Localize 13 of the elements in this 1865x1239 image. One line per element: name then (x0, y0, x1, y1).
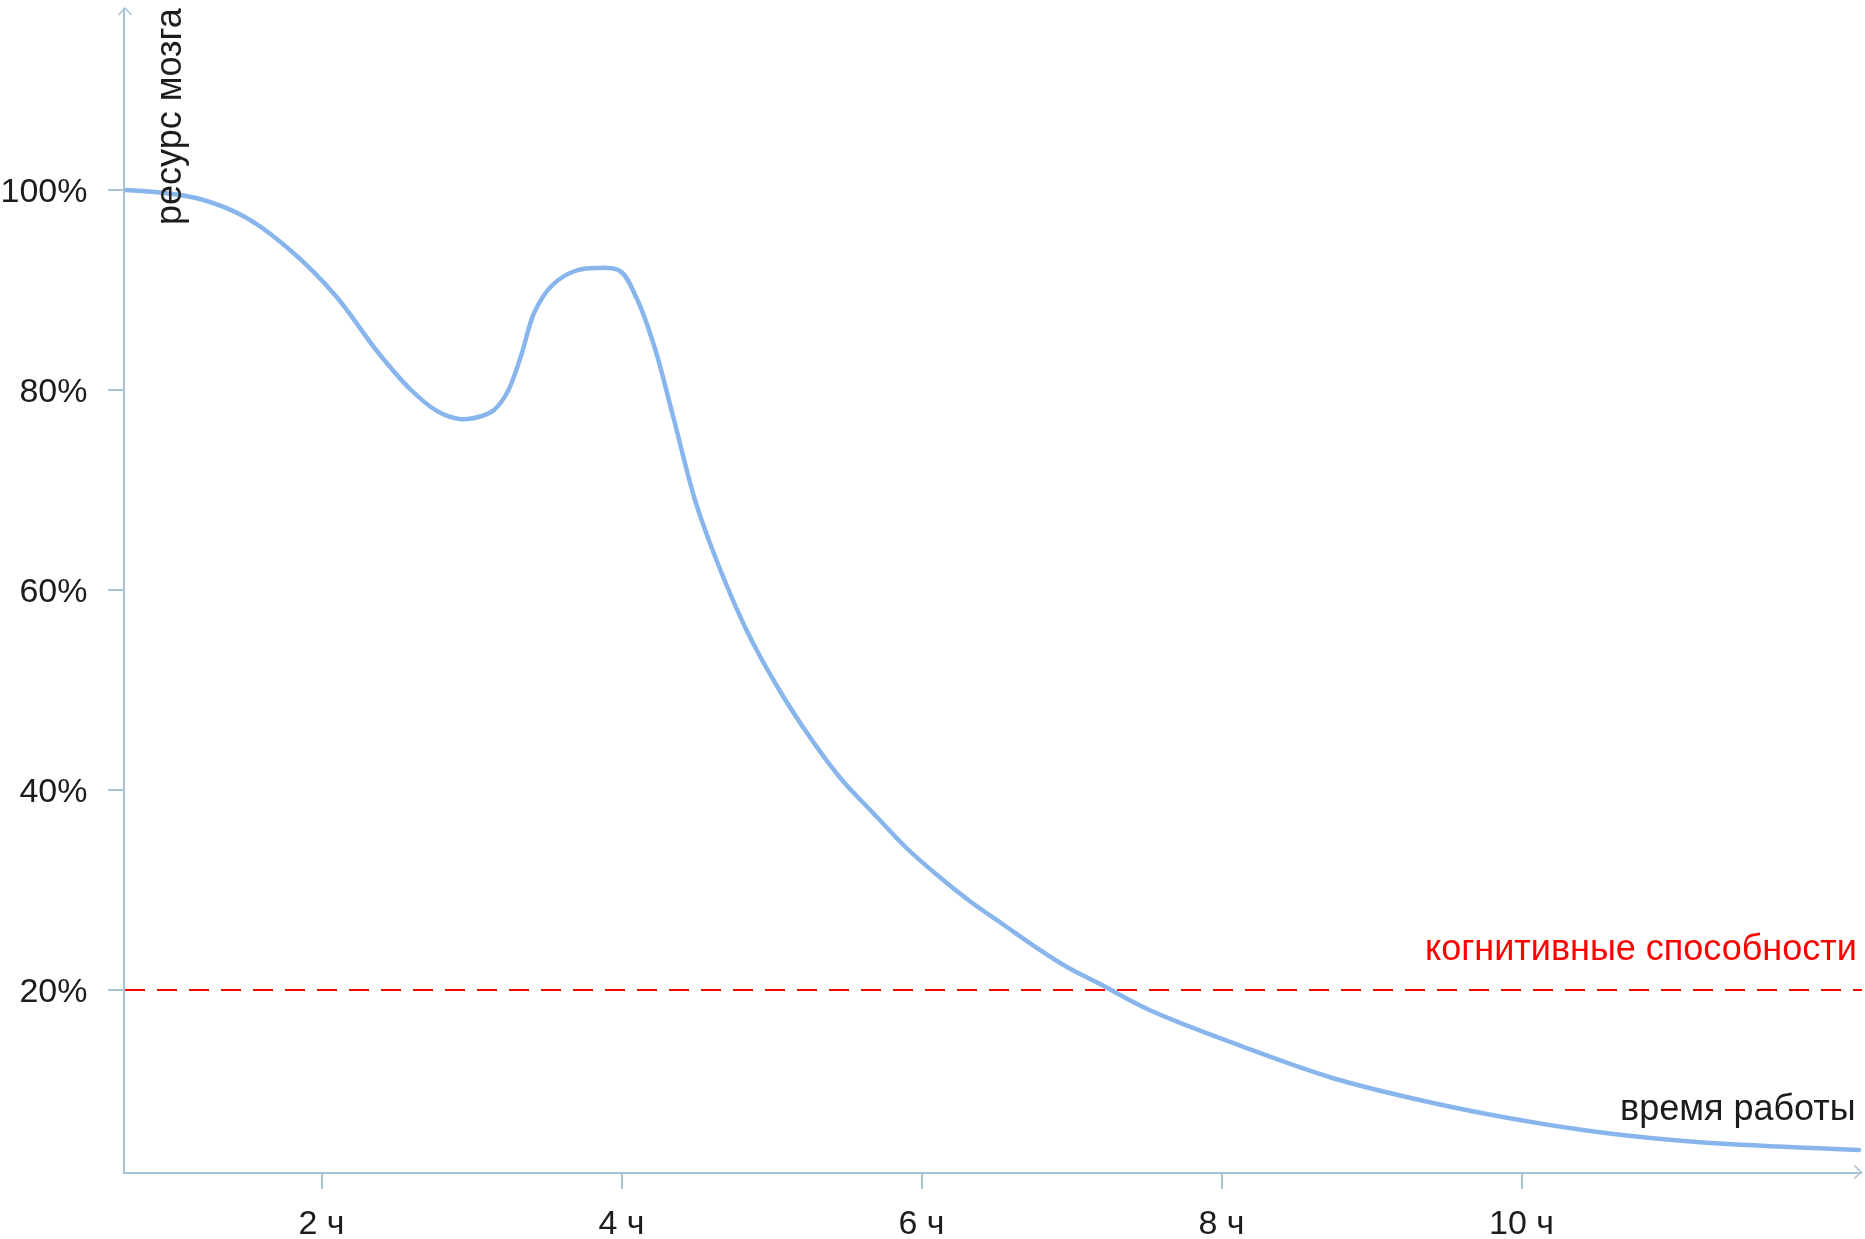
y-tick-label: 60% (19, 570, 88, 609)
x-tick-label: 6 ч (898, 1202, 945, 1239)
x-axis-title: время работы (1620, 1087, 1856, 1128)
x-tick-label: 8 ч (1198, 1202, 1245, 1239)
y-tick-label: 40% (19, 770, 88, 809)
x-tick-label: 10 ч (1489, 1202, 1554, 1239)
x-tick-label: 4 ч (598, 1202, 645, 1239)
y-tick-label: 20% (19, 970, 88, 1009)
ref-line-label: когнитивные способности (1425, 927, 1857, 968)
x-tick-label: 2 ч (298, 1202, 345, 1239)
y-tick-label: 100% (0, 170, 88, 209)
y-tick-label: 80% (19, 370, 88, 409)
y-axis-title: ресурс мозга (148, 7, 189, 225)
